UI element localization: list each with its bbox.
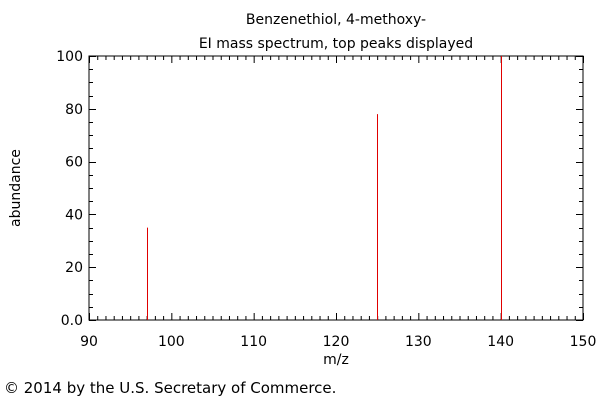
- x-tick-label: 110: [240, 334, 267, 350]
- peak-lines: [147, 56, 502, 320]
- x-tick-label: 130: [405, 334, 432, 350]
- y-tick-label: 60: [65, 155, 83, 171]
- x-axis-title: m/z: [323, 352, 349, 368]
- axis-ticks: [89, 56, 584, 321]
- x-tick-label: 100: [158, 334, 185, 350]
- chart-title-line-1: Benzenethiol, 4-methoxy-: [246, 12, 426, 28]
- y-tick-label: 100: [56, 49, 83, 65]
- copyright-notice: © 2014 by the U.S. Secretary of Commerce…: [4, 379, 337, 397]
- tick-labels: 90 100 110 120 130 140 150 0.0 20 40 60 80 100: [56, 49, 596, 350]
- chart-title-line-2: EI mass spectrum, top peaks displayed: [199, 36, 473, 52]
- x-tick-label: 90: [80, 334, 98, 350]
- x-tick-label: 120: [323, 334, 350, 350]
- mass-spectrum-chart: Benzenethiol, 4-methoxy- EI mass spectru…: [8, 12, 596, 368]
- x-tick-label: 140: [487, 334, 514, 350]
- y-tick-label: 0.0: [61, 313, 83, 329]
- y-axis-title: abundance: [8, 149, 24, 227]
- y-tick-label: 20: [65, 260, 83, 276]
- y-tick-label: 80: [65, 102, 83, 118]
- x-tick-label: 150: [570, 334, 597, 350]
- plot-frame: [88, 55, 584, 321]
- y-tick-label: 40: [65, 207, 83, 223]
